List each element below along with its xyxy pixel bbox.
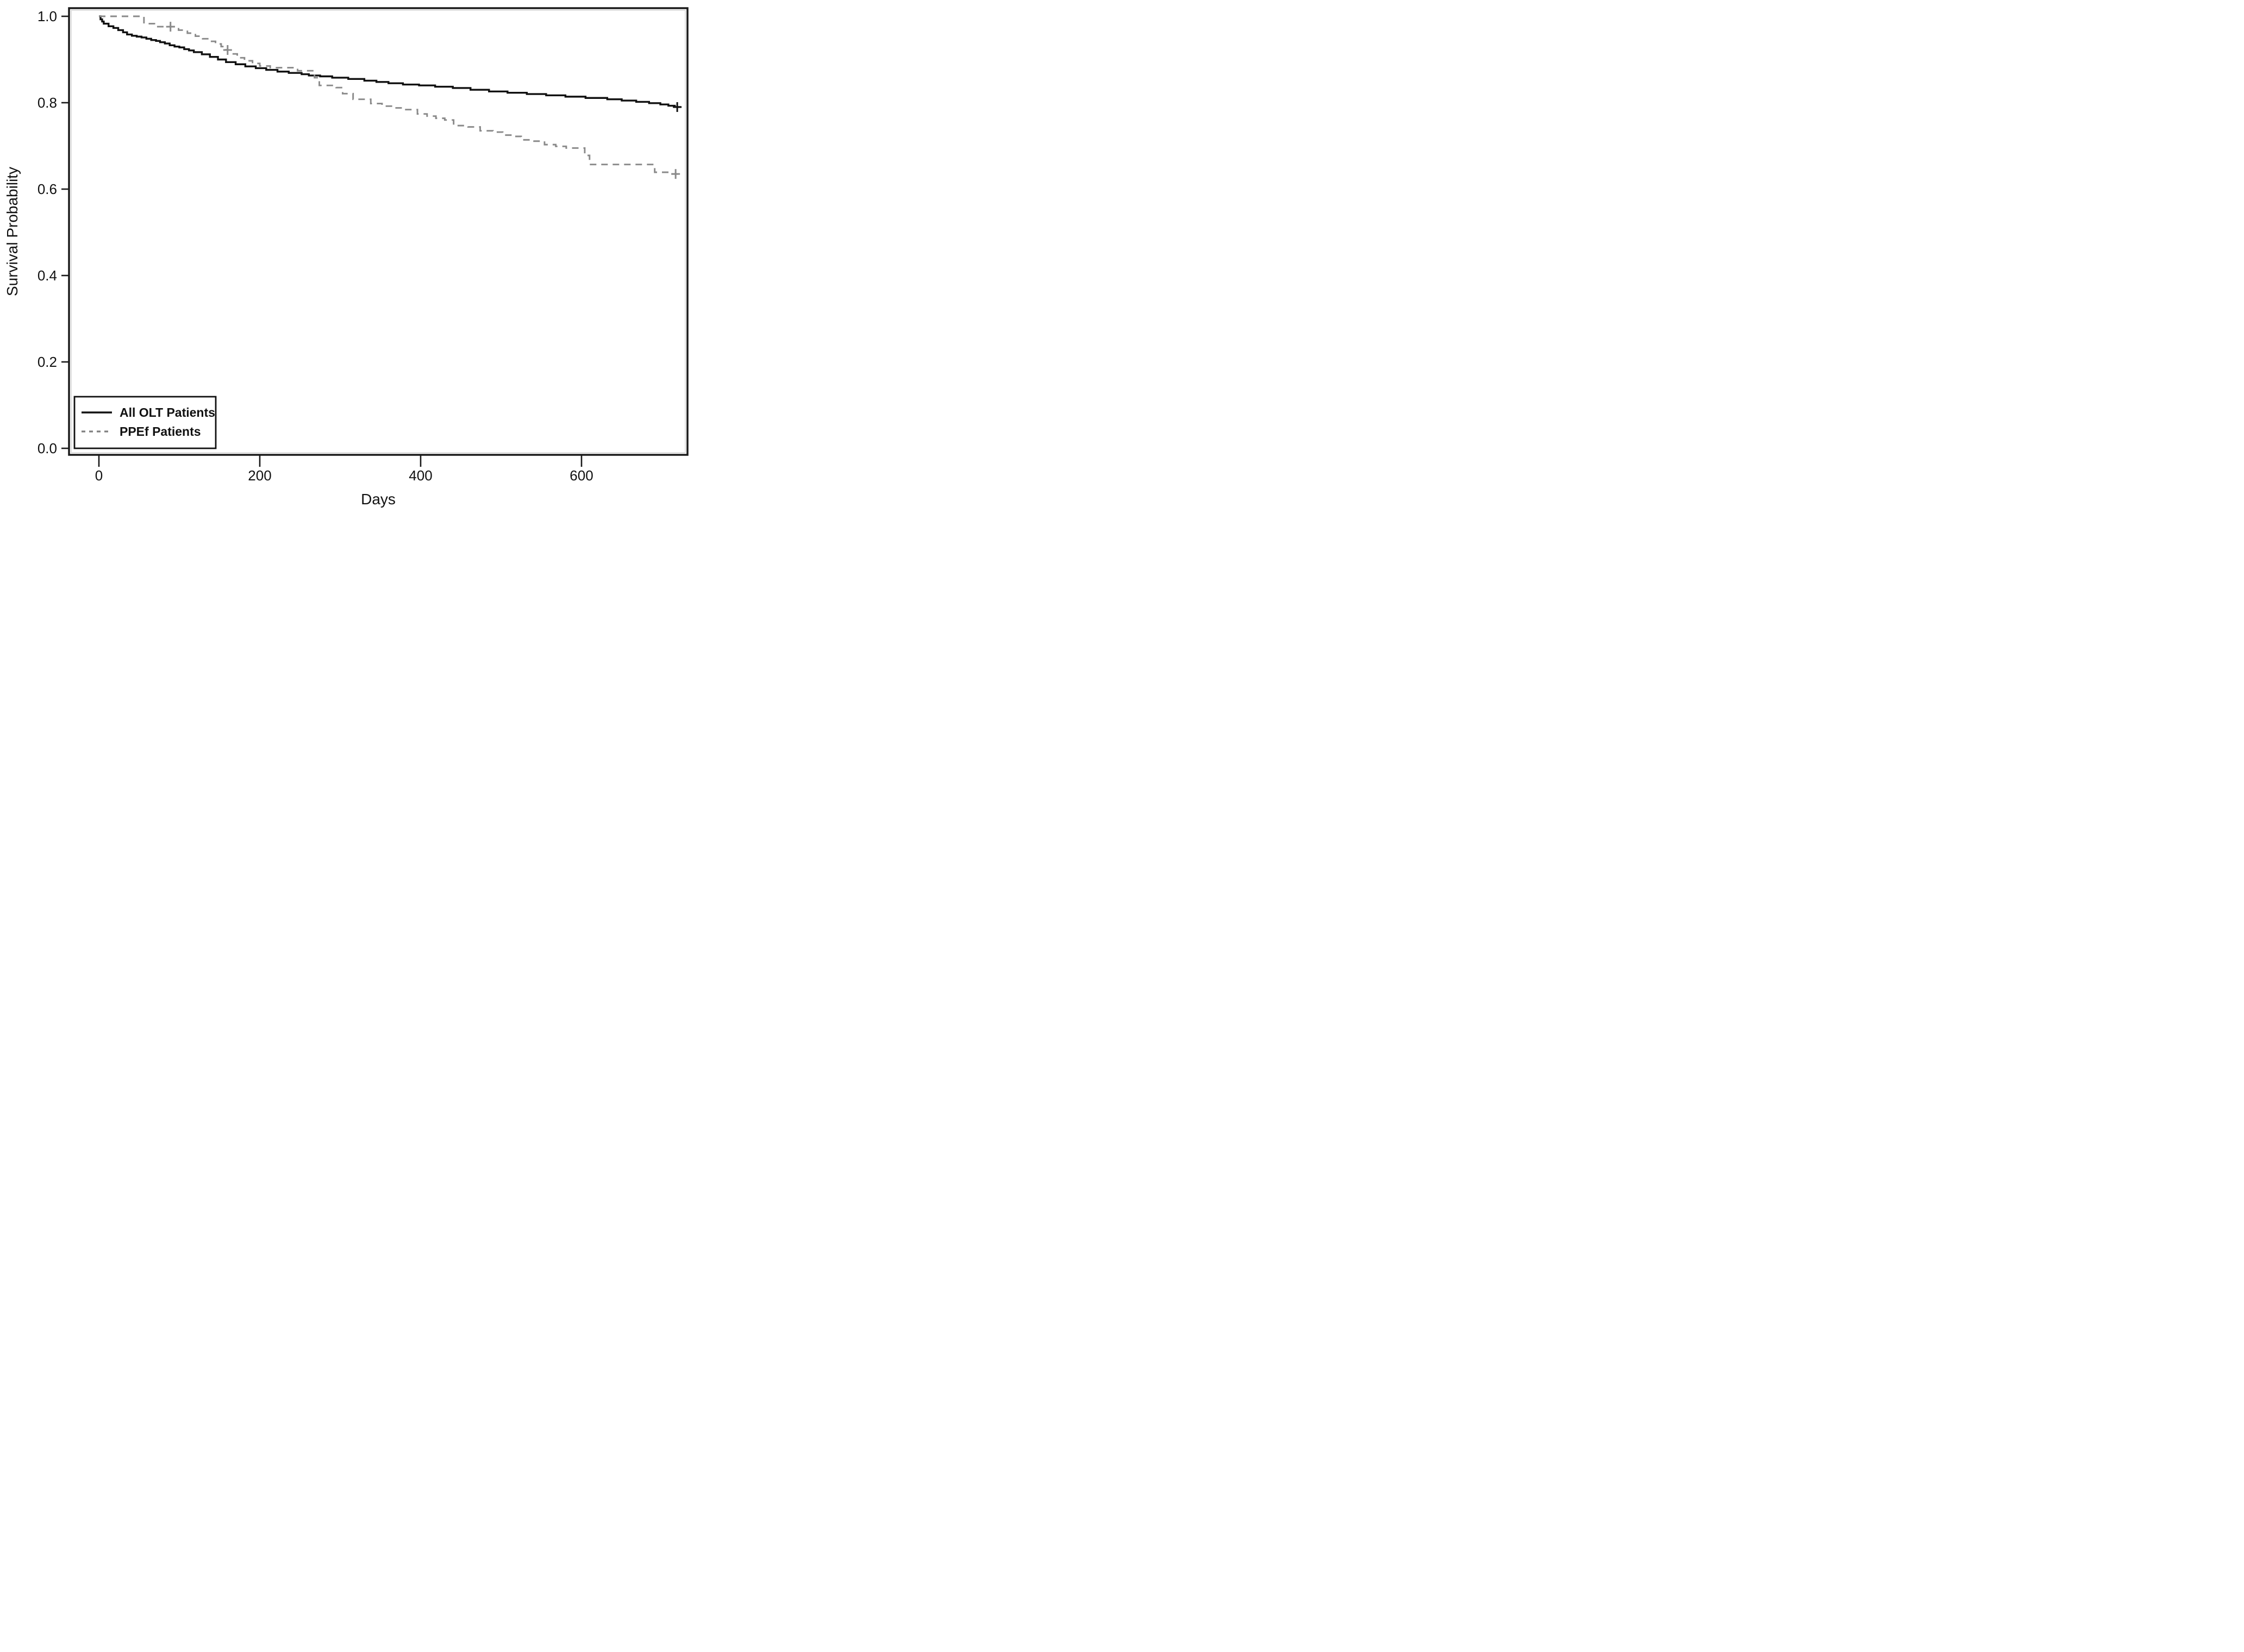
censor-marks-group bbox=[166, 22, 682, 179]
censor-mark-icon bbox=[223, 45, 232, 55]
y-tick-label: 0.6 bbox=[37, 181, 57, 197]
censor-mark-icon bbox=[166, 22, 175, 32]
series-curve-0-all-olt-patients bbox=[99, 15, 682, 108]
y-tick-label: 0.2 bbox=[37, 354, 57, 370]
plot-frame bbox=[68, 7, 689, 456]
legend-label-ppef: PPEf Patients bbox=[120, 424, 201, 439]
censor-mark-icon bbox=[673, 102, 682, 112]
x-axis-label: Days bbox=[361, 491, 396, 508]
series-group bbox=[99, 15, 682, 175]
y-tick-label: 0.4 bbox=[37, 267, 57, 284]
y-tick-label: 0.8 bbox=[37, 95, 57, 111]
x-tick-label: 200 bbox=[248, 467, 271, 484]
y-tick-label: 1.0 bbox=[37, 8, 57, 24]
legend: All OLT Patients PPEf Patients bbox=[73, 396, 217, 449]
legend-label-all-olt: All OLT Patients bbox=[120, 405, 215, 420]
censor-mark-icon bbox=[671, 169, 680, 179]
y-axis-label: Survival Probability bbox=[4, 167, 21, 296]
x-tick-label: 600 bbox=[570, 467, 593, 484]
x-tick-label: 0 bbox=[95, 467, 103, 484]
series-curve-1-ppef-patients bbox=[99, 15, 682, 175]
y-axis-ticks: 1.0 0.8 0.6 0.4 0.2 0.0 bbox=[37, 8, 69, 456]
plot-frame-inner-shadow bbox=[71, 10, 686, 453]
km-survival-figure: 1.0 0.8 0.6 0.4 0.2 0.0 0 200 400 600 Days Survi… bbox=[0, 0, 696, 512]
survival-chart: 1.0 0.8 0.6 0.4 0.2 0.0 0 200 400 600 Days Survi… bbox=[4, 7, 689, 508]
y-tick-label: 0.0 bbox=[37, 440, 57, 456]
legend-box bbox=[73, 396, 217, 449]
x-tick-label: 400 bbox=[409, 467, 432, 484]
x-axis-ticks: 0 200 400 600 bbox=[95, 455, 593, 484]
